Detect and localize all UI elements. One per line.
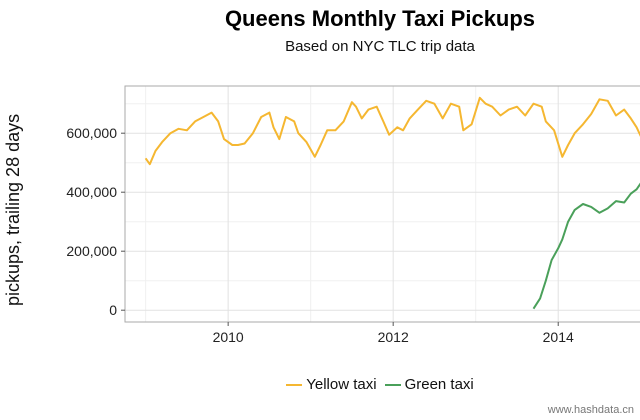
legend-swatch-green: [384, 383, 401, 386]
x-tick-label: 2012: [378, 329, 409, 345]
chart-title: Queens Monthly Taxi Pickups: [224, 6, 536, 31]
chart-subtitle: Based on NYC TLC trip data: [285, 38, 475, 55]
legend-item-green: Green taxi: [384, 376, 474, 393]
series-line-yellow: [144, 96, 640, 166]
y-tick-label: 400,000: [66, 184, 117, 200]
series-line-green: [532, 182, 640, 310]
y-tick-label: 600,000: [66, 125, 117, 141]
x-tick-label: 2010: [213, 329, 244, 345]
x-tick-label: 2014: [543, 329, 574, 345]
plot-border: [124, 85, 640, 323]
legend-item-yellow: Yellow taxi: [286, 376, 377, 393]
legend-swatch-yellow: [286, 383, 303, 386]
watermark: www.hashdata.cn: [547, 404, 634, 416]
legend-label-yellow: Yellow taxi: [306, 376, 377, 393]
legend-label-green: Green taxi: [404, 376, 474, 393]
legend: Yellow taxi Green taxi: [0, 376, 640, 393]
y-tick-label: 0: [109, 302, 117, 318]
y-tick-label: 200,000: [66, 243, 117, 259]
